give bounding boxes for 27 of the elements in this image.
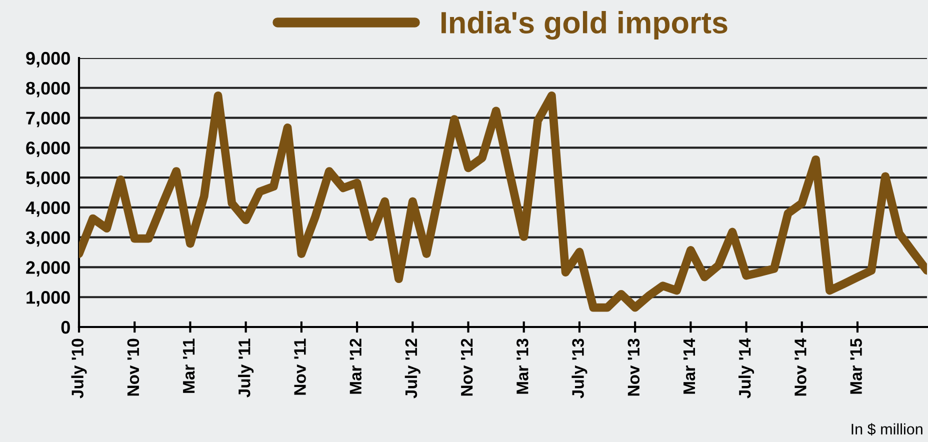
- x-tick-label: Mar '15: [850, 338, 862, 394]
- x-tick-label: July '13: [572, 338, 588, 398]
- y-tick-label: 6,000: [26, 142, 70, 158]
- x-tick-label: July '10: [71, 338, 87, 398]
- y-tick-label: 8,000: [26, 82, 70, 98]
- y-tick-label: 1,000: [26, 291, 70, 306]
- y-tick-label: 3,000: [26, 231, 70, 247]
- y-tick-label: 2,000: [26, 261, 70, 277]
- text: In $ million: [852, 423, 922, 436]
- x-tick-label: Mar '11: [183, 338, 195, 393]
- y-tick-label: 9,000: [26, 52, 70, 68]
- x-tick-label: Nov '10: [127, 338, 140, 396]
- x-tick-label: Nov '11: [294, 338, 306, 395]
- x-tick-label: Nov '13: [628, 338, 640, 396]
- y-tick-label: 5,000: [26, 171, 70, 187]
- x-tick-label: July '14: [738, 338, 754, 398]
- x-tick-label: Mar '12: [350, 338, 362, 394]
- x-tick-label: July '11: [238, 338, 254, 398]
- y-tick-label: 0: [61, 320, 70, 334]
- y-tick-label: 7,000: [26, 112, 70, 128]
- legend-label: India's gold imports: [441, 11, 728, 40]
- x-tick-label: July '12: [404, 338, 420, 398]
- y-tick-label: 4,000: [26, 201, 70, 217]
- x-tick-label: Mar '14: [684, 338, 696, 394]
- x-tick-label: Nov '12: [460, 338, 473, 396]
- x-tick-label: Nov '14: [794, 338, 806, 396]
- x-tick-label: Mar '13: [516, 338, 528, 394]
